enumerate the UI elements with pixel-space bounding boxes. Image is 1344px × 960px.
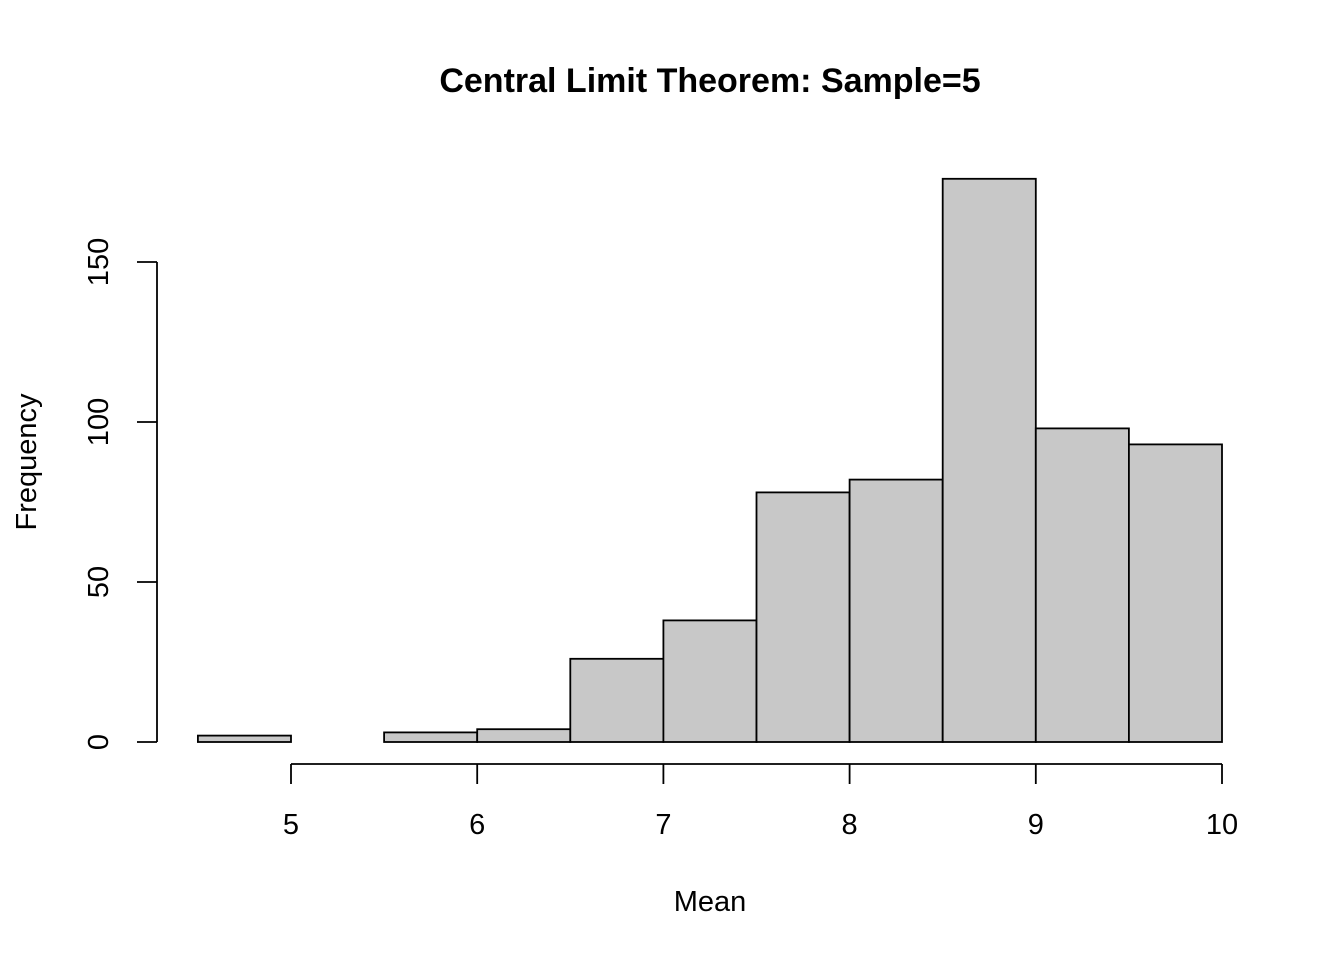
x-axis-label: Mean	[674, 886, 747, 918]
y-tick-label-3: 150	[83, 238, 115, 286]
bars-group	[196, 177, 1223, 743]
x-tick-label-0: 5	[283, 809, 299, 841]
x-axis: 5 6 7 8 9 10	[283, 763, 1238, 841]
y-tick-label-1: 50	[83, 566, 115, 598]
histogram-bar-6	[755, 491, 851, 743]
y-tick-label-2: 100	[83, 398, 115, 446]
histogram-bar-8	[941, 177, 1037, 743]
x-tick-label-5: 10	[1206, 809, 1238, 841]
histogram-bar-5	[662, 619, 758, 743]
y-axis: 0 50 100 150	[83, 238, 158, 750]
y-axis-label: Frequency	[11, 393, 43, 531]
x-tick-label-2: 7	[655, 809, 671, 841]
histogram-bar-4	[569, 657, 665, 743]
histogram-bar-7	[848, 478, 944, 743]
y-tick-label-0: 0	[83, 734, 115, 750]
histogram-bar-3	[476, 728, 572, 743]
histogram-bar-10	[1128, 443, 1223, 743]
x-tick-label-3: 8	[842, 809, 858, 841]
histogram-bar-9	[1034, 427, 1130, 743]
x-tick-label-1: 6	[469, 809, 485, 841]
histogram-bar-0	[196, 734, 292, 743]
histogram-bar-2	[383, 731, 479, 743]
x-tick-label-4: 9	[1028, 809, 1044, 841]
chart-title: Central Limit Theorem: Sample=5	[439, 62, 980, 100]
